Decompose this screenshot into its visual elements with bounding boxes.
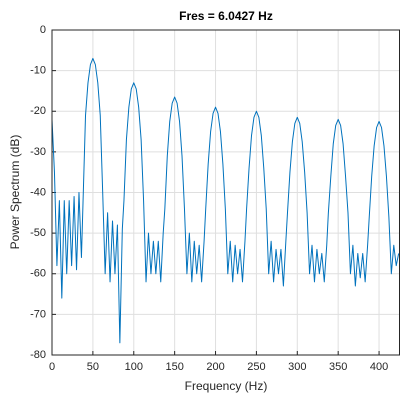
x-tick-label: 150: [165, 361, 183, 373]
y-tick-label: -50: [30, 227, 46, 239]
y-tick-label: -10: [30, 65, 46, 77]
y-axis-label: Power Spectrum (dB): [8, 135, 22, 250]
x-tick-label: 400: [370, 361, 388, 373]
x-tick-label: 0: [49, 361, 55, 373]
chart-title: Fres = 6.0427 Hz: [179, 9, 273, 23]
x-tick-label: 100: [125, 361, 143, 373]
y-tick-label: -70: [30, 308, 46, 320]
y-tick-label: -40: [30, 186, 46, 198]
x-tick-label: 300: [288, 361, 306, 373]
x-tick-label: 350: [329, 361, 347, 373]
spectrum-line: [51, 57, 400, 344]
x-tick-label: 50: [87, 361, 99, 373]
y-tick-label: -20: [30, 105, 46, 117]
y-tick-label: -30: [30, 146, 46, 158]
y-tick-label: 0: [40, 24, 46, 36]
x-tick-label: 200: [206, 361, 224, 373]
y-tick-label: -60: [30, 268, 46, 280]
x-tick-label: 250: [247, 361, 265, 373]
x-axis-label: Frequency (Hz): [185, 379, 268, 393]
y-tick-label: -80: [30, 349, 46, 361]
